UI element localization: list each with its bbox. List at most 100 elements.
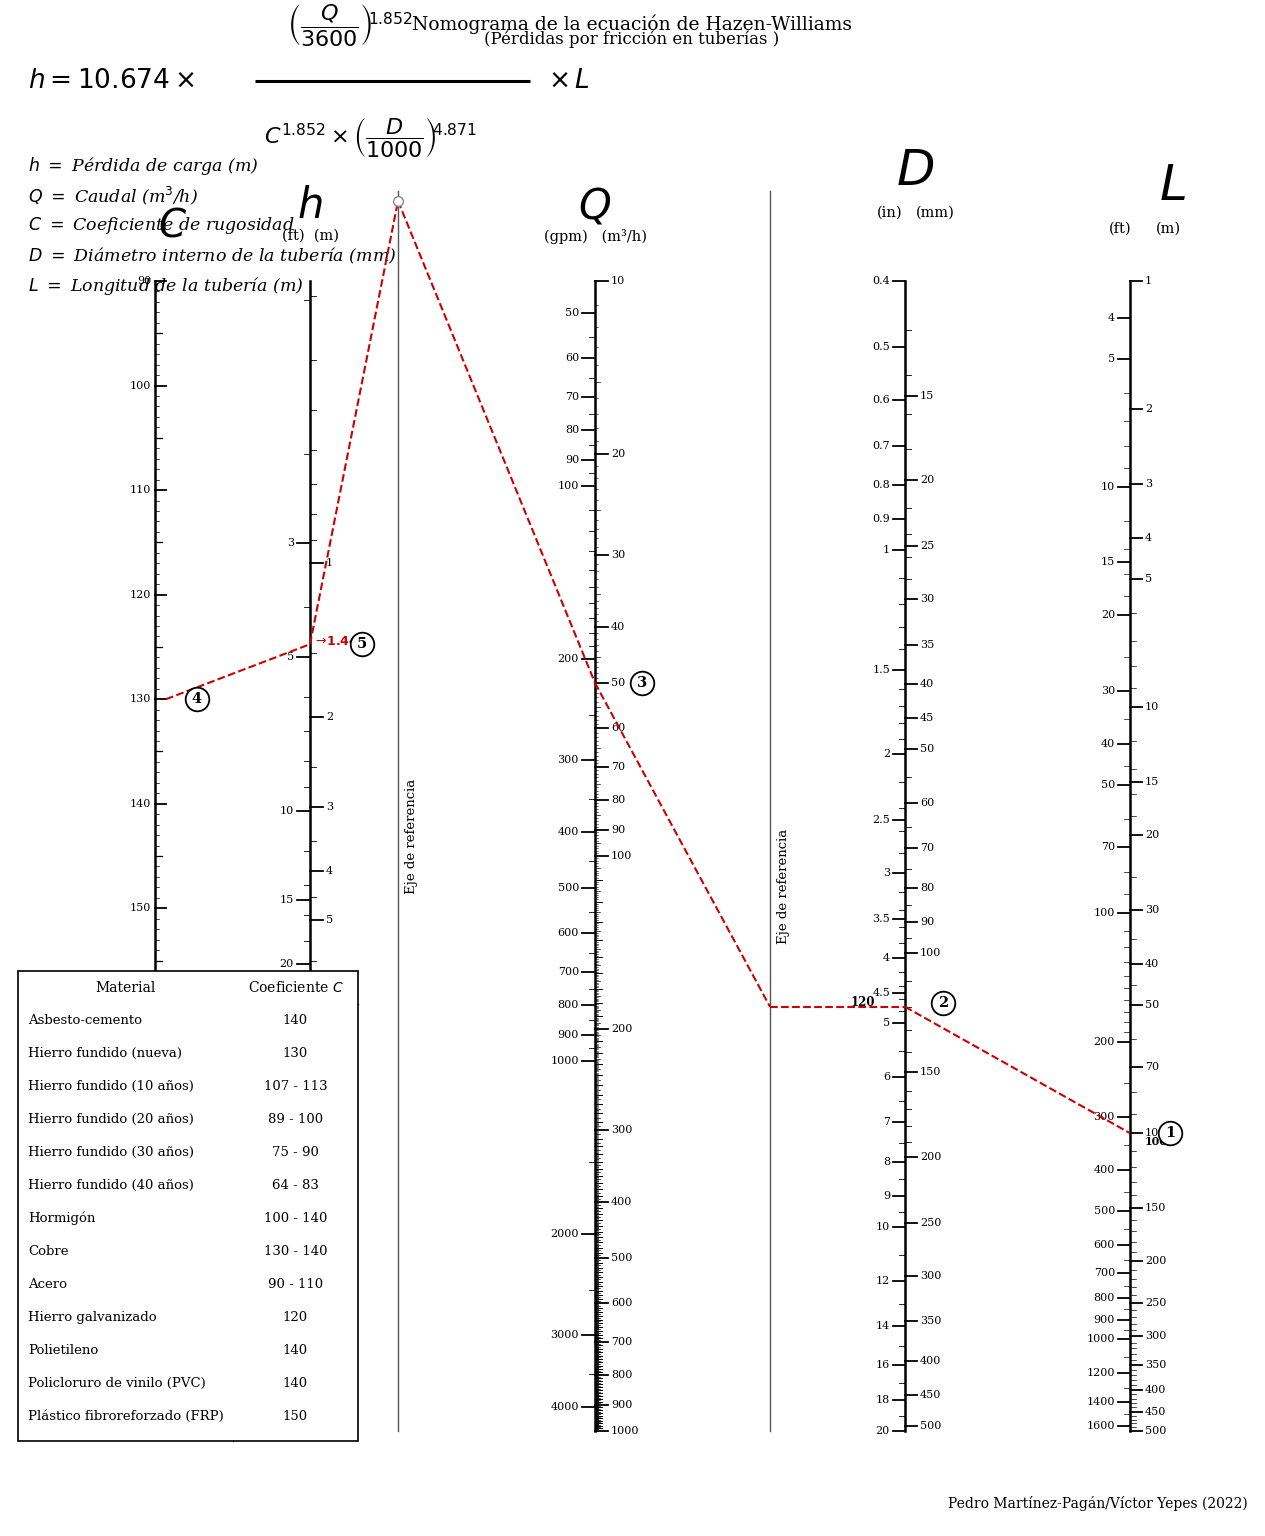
Text: 0.4: 0.4: [873, 276, 891, 286]
Text: 70: 70: [920, 843, 934, 854]
Text: 450: 450: [1145, 1407, 1166, 1416]
Text: 70: 70: [611, 762, 625, 773]
Text: 5: 5: [1145, 574, 1152, 584]
Text: 90: 90: [137, 276, 151, 286]
Text: 500: 500: [1094, 1206, 1114, 1217]
Text: 1000: 1000: [1087, 1335, 1114, 1344]
Text: 1400: 1400: [1087, 1396, 1114, 1407]
Text: 600: 600: [1094, 1240, 1114, 1250]
Text: (m): (m): [1155, 223, 1180, 237]
Text: 3: 3: [1145, 479, 1152, 490]
Text: 16: 16: [875, 1361, 891, 1370]
Text: 400: 400: [1094, 1164, 1114, 1175]
Text: 45: 45: [326, 1402, 340, 1413]
Text: $h = 10.674 \times$: $h = 10.674 \times$: [28, 69, 195, 94]
Text: 15: 15: [920, 390, 935, 401]
Text: 350: 350: [1145, 1359, 1166, 1370]
Text: 600: 600: [611, 1298, 632, 1309]
Text: 500: 500: [1145, 1425, 1166, 1436]
Text: 300: 300: [558, 756, 579, 765]
Text: $C$ $=$ Coeficiente de rugosidad: $C$ $=$ Coeficiente de rugosidad: [28, 215, 295, 237]
Text: 200: 200: [920, 1152, 941, 1161]
Text: (gpm)   (m³/h): (gpm) (m³/h): [544, 229, 646, 244]
Text: $h$ $=$ Pérdida de carga (m): $h$ $=$ Pérdida de carga (m): [28, 155, 259, 177]
Text: 200: 200: [1145, 1256, 1166, 1267]
Text: 2: 2: [326, 713, 333, 722]
Text: 1: 1: [1145, 276, 1152, 286]
Text: Hierro fundido (40 años): Hierro fundido (40 años): [28, 1180, 194, 1192]
Text: 0.6: 0.6: [873, 395, 891, 406]
Text: 89 - 100: 89 - 100: [268, 1114, 323, 1126]
Text: 4: 4: [883, 952, 891, 963]
Text: 500: 500: [611, 1253, 632, 1263]
Text: 5: 5: [287, 651, 293, 662]
Text: 50: 50: [564, 307, 579, 318]
Text: 90: 90: [920, 917, 935, 928]
Text: $Q$ $=$ Caudal (m$^3$/h): $Q$ $=$ Caudal (m$^3$/h): [28, 184, 199, 207]
Text: 50: 50: [326, 1425, 340, 1436]
Text: 140: 140: [283, 1014, 309, 1028]
Text: Acero: Acero: [28, 1278, 67, 1290]
Text: 80: 80: [564, 425, 579, 435]
Text: 20: 20: [611, 449, 625, 459]
Text: (in): (in): [877, 206, 903, 220]
Text: Hormigón: Hormigón: [28, 1212, 95, 1226]
Text: 800: 800: [611, 1370, 632, 1381]
Text: 700: 700: [558, 966, 579, 977]
Text: 900: 900: [1094, 1315, 1114, 1326]
Text: 4.5: 4.5: [873, 988, 891, 997]
Text: 0.8: 0.8: [873, 479, 891, 490]
Text: 150: 150: [283, 1410, 309, 1422]
Text: 20: 20: [280, 960, 293, 969]
Text: 10: 10: [280, 805, 293, 816]
Text: 130: 130: [129, 694, 151, 703]
Text: 3: 3: [883, 868, 891, 879]
Text: 20: 20: [326, 1223, 340, 1233]
Text: 20: 20: [875, 1425, 891, 1436]
Text: 70: 70: [1101, 842, 1114, 852]
Text: 10: 10: [1145, 702, 1159, 713]
Text: 18: 18: [875, 1395, 891, 1405]
Text: 900: 900: [611, 1399, 632, 1410]
Text: 4: 4: [1108, 313, 1114, 323]
Text: 25: 25: [920, 541, 935, 551]
Text: 64 - 83: 64 - 83: [272, 1180, 319, 1192]
Text: 80: 80: [920, 883, 935, 892]
Text: Coeficiente $C$: Coeficiente $C$: [248, 980, 344, 995]
Text: 30: 30: [611, 550, 625, 561]
Text: 4: 4: [192, 693, 202, 707]
Text: 600: 600: [558, 928, 579, 938]
Text: 700: 700: [1094, 1269, 1114, 1278]
Text: 50: 50: [1145, 1000, 1159, 1009]
Text: 190: 190: [129, 1321, 151, 1332]
Text: $L$: $L$: [1159, 161, 1185, 210]
Text: 2.5: 2.5: [873, 814, 891, 825]
Text: 40: 40: [1101, 739, 1114, 748]
Text: 20: 20: [1145, 831, 1159, 840]
Text: Hierro fundido (20 años): Hierro fundido (20 años): [28, 1114, 194, 1126]
Text: 1200: 1200: [1087, 1369, 1114, 1378]
Text: Polietileno: Polietileno: [28, 1344, 99, 1356]
FancyBboxPatch shape: [18, 971, 358, 1441]
Text: 100 - 140: 100 - 140: [264, 1212, 328, 1226]
Text: 400: 400: [558, 826, 579, 837]
Text: 2000: 2000: [550, 1229, 579, 1240]
Text: 100: 100: [1145, 1137, 1168, 1147]
Text: Hierro galvanizado: Hierro galvanizado: [28, 1312, 157, 1324]
Text: 75 - 90: 75 - 90: [272, 1146, 319, 1160]
Text: 90: 90: [611, 825, 625, 834]
Text: 500: 500: [558, 883, 579, 892]
Text: 35: 35: [920, 639, 935, 650]
Text: 35: 35: [326, 1347, 340, 1356]
Text: 1: 1: [1165, 1126, 1175, 1140]
Text: $D$ $=$ Diámetro interno de la tubería (mm): $D$ $=$ Diámetro interno de la tubería (…: [28, 246, 396, 266]
Text: 40: 40: [1145, 958, 1159, 969]
Text: 110: 110: [129, 485, 151, 495]
Text: 5: 5: [326, 915, 333, 925]
Text: $\left(\dfrac{Q}{3600}\right)^{\!\!1.852}$: $\left(\dfrac{Q}{3600}\right)^{\!\!1.852…: [287, 2, 412, 48]
Text: 60: 60: [920, 799, 935, 808]
Text: 150: 150: [129, 903, 151, 914]
Text: 25: 25: [280, 1009, 293, 1018]
Text: 0.9: 0.9: [873, 515, 891, 524]
Text: 4: 4: [326, 866, 333, 876]
